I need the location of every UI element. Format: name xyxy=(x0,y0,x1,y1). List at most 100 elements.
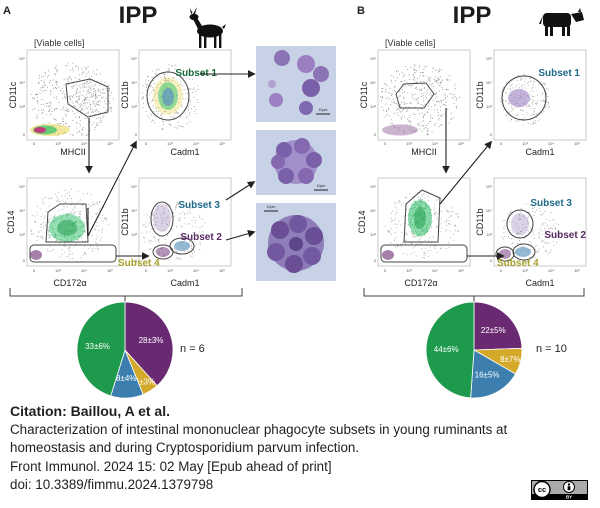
plot-a1-cd11c-mhcii: CD11c MHCII 10⁵ 10⁴ 10³ 0 0 10³ 10⁴ 10⁵ xyxy=(8,49,120,157)
axis-label-y: CD14 xyxy=(357,210,367,233)
cc-by-license-badge: cc BY xyxy=(531,480,588,500)
axis-label-x: CD172α xyxy=(53,278,86,288)
tick-label: 10³ xyxy=(406,268,412,273)
tick-label: 10⁵ xyxy=(131,184,137,189)
tick-label: 10³ xyxy=(522,141,528,146)
tick-label: 10⁴ xyxy=(81,141,87,146)
tick-label: 10⁵ xyxy=(458,268,464,273)
tick-label: 10⁴ xyxy=(19,80,25,85)
tick-label: 10⁴ xyxy=(131,80,137,85)
tick-label: 10³ xyxy=(370,232,376,237)
tick-label: 0 xyxy=(33,268,36,273)
subset-4-label: Subset 4 xyxy=(497,258,539,269)
panel-letter: A xyxy=(3,5,11,17)
subset-4-label: Subset 4 xyxy=(118,258,160,269)
axis-label-y: CD14 xyxy=(6,210,16,233)
tick-label: 10⁴ xyxy=(432,268,438,273)
citation-journal: Front Immunol. 2024 15: 02 May [Epub ahe… xyxy=(10,458,332,474)
pie-slice xyxy=(473,301,523,351)
tick-label: 10⁴ xyxy=(432,141,438,146)
citation-block: Citation: Baillou, A et al. Characteriza… xyxy=(10,402,590,495)
pie-n-label: n = 10 xyxy=(536,343,567,355)
panel-title: IPP xyxy=(453,2,492,29)
tick-label: 10³ xyxy=(370,104,376,109)
pie-slice-label: 4±3% xyxy=(135,378,155,387)
group-bracket xyxy=(363,288,585,297)
tick-label: 10⁴ xyxy=(486,80,492,85)
pie-slice xyxy=(470,349,517,399)
subset-1-label: Subset 1 xyxy=(538,68,580,79)
pie-n-label: n = 6 xyxy=(180,343,205,355)
cytospin-subset-2: 10µm xyxy=(256,203,336,281)
tick-label: 0 xyxy=(23,132,26,137)
tick-label: 10⁴ xyxy=(370,208,376,213)
citation-title-line-2: homeostasis and during Cryptosporidium p… xyxy=(10,440,360,456)
axis-label-x: Cadm1 xyxy=(170,147,199,157)
tick-label: 10⁵ xyxy=(574,141,580,146)
tick-label: 10⁵ xyxy=(131,56,137,61)
pie-slice-label: 8±7% xyxy=(500,355,520,364)
pie-slice-label: 33±6% xyxy=(85,342,110,351)
tick-label: 10³ xyxy=(55,268,61,273)
cc-icon xyxy=(533,480,551,499)
tick-label: 10⁴ xyxy=(548,141,554,146)
group-bracket xyxy=(9,288,243,297)
axis-label-x: MHCII xyxy=(60,147,86,157)
tick-label: 10⁵ xyxy=(219,141,225,146)
panel-b: B IPP [Viable cells] CD11c MHCII 10⁵ 10⁴ xyxy=(357,2,587,399)
subset-1-label: Subset 1 xyxy=(175,68,217,79)
subset-2-label: Subset 2 xyxy=(544,230,586,241)
goat-icon xyxy=(189,7,226,48)
tick-label: 0 xyxy=(384,141,387,146)
pie-slice xyxy=(425,301,475,399)
tick-label: 10⁵ xyxy=(19,56,25,61)
tick-label: 10⁵ xyxy=(19,184,25,189)
plot-b2-cd11b-cadm1: Subset 1 CD11b Cadm1 10⁵ 10⁴ 10³ 0 0 10³… xyxy=(475,49,587,157)
panel-a: A IPP [Viable cells] CD11c MHCII xyxy=(3,2,336,399)
tick-label: 10³ xyxy=(131,104,137,109)
pie-slice-label: 22±5% xyxy=(481,326,506,335)
gating-arrows xyxy=(439,108,505,260)
pie-chart-b: 22±5% 8±7%16±5% 44±6% xyxy=(425,301,523,399)
viable-cells-label: [Viable cells] xyxy=(385,38,435,48)
scale-bar-label: 10µm xyxy=(267,205,276,209)
cytospin-subset-1: 10µm xyxy=(256,46,336,122)
tick-label: 10⁴ xyxy=(548,268,554,273)
pie-chart-a: 28±3% 4±3%8±4% 33±6% xyxy=(76,301,174,399)
tick-label: 0 xyxy=(500,141,503,146)
axis-label-y: CD11b xyxy=(475,208,485,235)
subset-2-label: Subset 2 xyxy=(180,232,222,243)
axis-label-x: MHCII xyxy=(411,147,437,157)
tick-label: 0 xyxy=(490,258,493,263)
person-body xyxy=(567,486,571,491)
tick-label: 0 xyxy=(374,132,377,137)
tick-label: 10⁵ xyxy=(107,268,113,273)
tick-label: 10⁵ xyxy=(107,141,113,146)
tick-label: 10⁴ xyxy=(486,208,492,213)
pie-slice xyxy=(124,301,174,387)
tick-label: 0 xyxy=(23,258,26,263)
tick-label: 10⁵ xyxy=(219,268,225,273)
plot-a3-cd14-cd172a: CD14 CD172α 10⁵ 10⁴ 10³ 0 0 10³ 10⁴ 10⁵ xyxy=(6,177,120,288)
axis-label-x: Cadm1 xyxy=(170,278,199,288)
scale-bar-label: 10µm xyxy=(317,184,326,188)
cytospin-subset-3: 10µm xyxy=(256,130,336,195)
plot-b3-cd14-cd172a: CD14 CD172α 10⁵ 10⁴ 10³ 0 0 10³ 10⁴ 10⁵ xyxy=(357,177,471,288)
tick-label: 10³ xyxy=(19,232,25,237)
tick-label: 0 xyxy=(374,258,377,263)
plot-a4-cd11b-cadm1: Subset 3 Subset 2 Subset 4 CD11b Cadm1 1… xyxy=(118,177,232,288)
axis-label-y: CD11c xyxy=(359,81,369,108)
tick-label: 0 xyxy=(490,132,493,137)
pie-slice xyxy=(76,301,126,397)
tick-label: 10⁵ xyxy=(574,268,580,273)
panel-letter: B xyxy=(357,5,365,17)
tick-label: 10⁵ xyxy=(458,141,464,146)
cc-text: cc xyxy=(538,485,546,494)
tick-label: 10⁴ xyxy=(193,141,199,146)
subset-3-label: Subset 3 xyxy=(178,200,220,211)
tick-label: 0 xyxy=(135,258,138,263)
tick-label: 10³ xyxy=(131,232,137,237)
tick-label: 10⁴ xyxy=(19,208,25,213)
cow-icon xyxy=(539,8,584,36)
tick-label: 10⁴ xyxy=(131,208,137,213)
